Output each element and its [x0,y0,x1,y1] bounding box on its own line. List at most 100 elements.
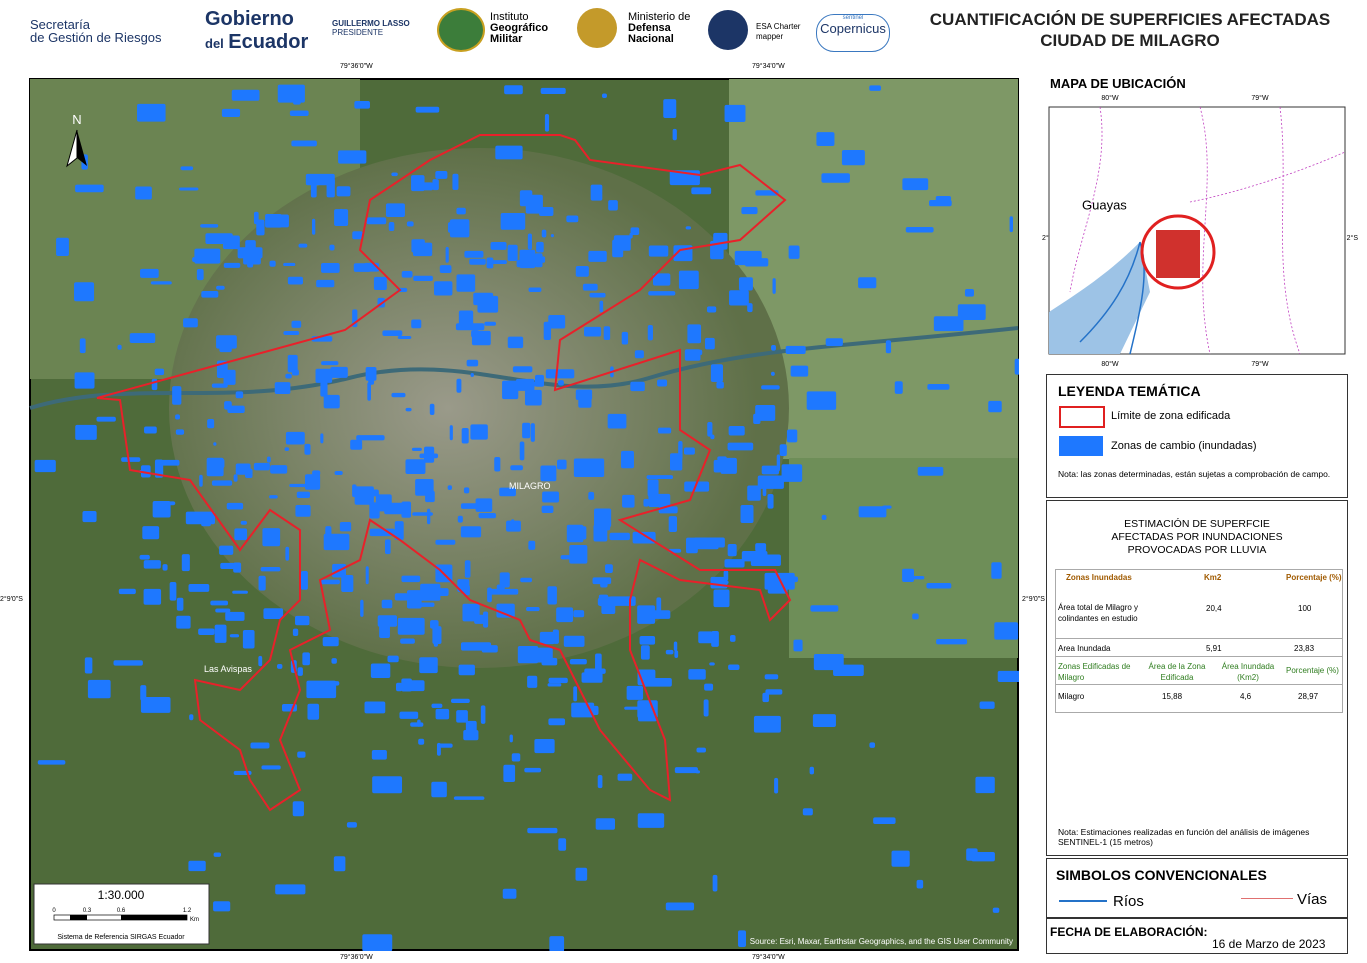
flooded-zone [445,246,449,263]
coord-label: 2°9'0"S [1022,596,1045,603]
flooded-zone [270,465,288,474]
flooded-zone [483,611,489,628]
flooded-zone [396,682,403,692]
flooded-zone [456,207,466,215]
flooded-zone [665,902,695,911]
flooded-zone [151,378,158,391]
flooded-zone [541,505,554,514]
coord-label: 79°36'0"W [340,954,373,961]
flooded-zone [289,483,311,488]
flooded-zone [515,378,535,391]
legend-label: Límite de zona edificada [1111,410,1231,422]
flooded-zone [297,751,306,758]
flooded-zone [858,277,877,289]
flooded-zone [266,456,271,463]
flooded-zone [336,186,351,197]
flooded-zone [882,505,892,509]
estimation-note: Nota: Estimaciones realizadas en función… [1058,827,1310,847]
flooded-zone [793,639,803,652]
flooded-zone [387,655,399,663]
flooded-zone [300,570,308,590]
flooded-zone [320,579,340,585]
flooded-zone [703,699,709,717]
flooded-zone [306,680,337,699]
flooded-zone [84,657,93,674]
flooded-zone [762,692,770,703]
logo-text: Defensa [628,22,671,34]
flooded-zone [350,439,363,450]
flooded-zone [401,271,413,278]
flooded-zone [494,457,501,472]
legend-swatch [1059,436,1103,456]
flooded-zone [466,359,479,367]
flooded-zone [334,470,343,476]
estimation-table: Zonas Inundadas Km2 Porcentaje (%) Área … [1055,569,1343,713]
flooded-zone [232,590,248,594]
flooded-zone [729,635,736,642]
scale-tick: 0.6 [117,908,126,914]
flooded-zone [56,237,69,257]
flooded-zone [597,774,603,789]
flooded-zone [663,99,677,118]
flooded-zone [528,540,536,550]
legend: LEYENDA TEMÁTICA Límite de zona edificad… [1046,374,1348,498]
flooded-zone [527,233,532,250]
flooded-zone [373,276,387,291]
flooded-zone [189,714,194,721]
rule [1056,656,1342,657]
flooded-zone [683,447,695,455]
flooded-zone [753,413,761,425]
flooded-zone [213,442,217,446]
flooded-zone [391,392,406,398]
flooded-zone [364,701,386,714]
flooded-zone [143,588,162,605]
flooded-zone [643,498,649,507]
flooded-zone [367,382,371,401]
flooded-zone [381,599,393,609]
logo-text: del [205,36,224,51]
flooded-zone [34,459,56,473]
flooded-zone [401,575,421,583]
flooded-zone [464,250,484,258]
flooded-zone [352,231,363,240]
flooded-zone [240,520,247,525]
flooded-zone [439,265,452,274]
flooded-zone [540,465,557,482]
field [789,458,1018,658]
flooded-zone [674,650,679,659]
title: CUANTIFICACIÓN DE SUPERFICIES AFECTADAS C… [900,9,1360,51]
flooded-zone [869,85,882,91]
flooded-zone [320,433,324,444]
flooded-zone [431,703,443,709]
flooded-zone [183,318,198,328]
flooded-zone [609,532,630,541]
flooded-zone [371,750,387,760]
flooded-zone [548,677,568,684]
logo-text: Ministerio de [628,11,691,23]
flooded-zone [176,615,191,629]
flooded-zone [323,394,340,409]
flooded-zone [198,628,215,635]
location-circle [1140,214,1216,290]
flooded-zone [458,664,475,676]
flooded-zone [356,435,385,441]
flooded-zone [632,531,656,544]
flooded-zone [992,907,1000,913]
logo-mdn: Ministerio de Defensa Nacional [628,12,690,45]
flooded-zone [369,502,380,519]
flooded-zone [678,270,699,290]
flooded-zone [640,645,650,660]
flooded-zone [382,330,403,337]
flooded-zone [601,93,607,99]
flooded-zone [595,653,602,673]
flooded-zone [216,285,225,290]
flooded-zone [437,743,453,748]
flooded-zone [684,349,701,361]
flooded-zone [536,241,544,253]
scale-box [33,883,210,945]
flooded-zone [979,701,995,709]
scale-bar [70,915,87,920]
flooded-zone [235,391,244,399]
flooded-zone [790,365,809,377]
flooded-zone [685,226,692,230]
